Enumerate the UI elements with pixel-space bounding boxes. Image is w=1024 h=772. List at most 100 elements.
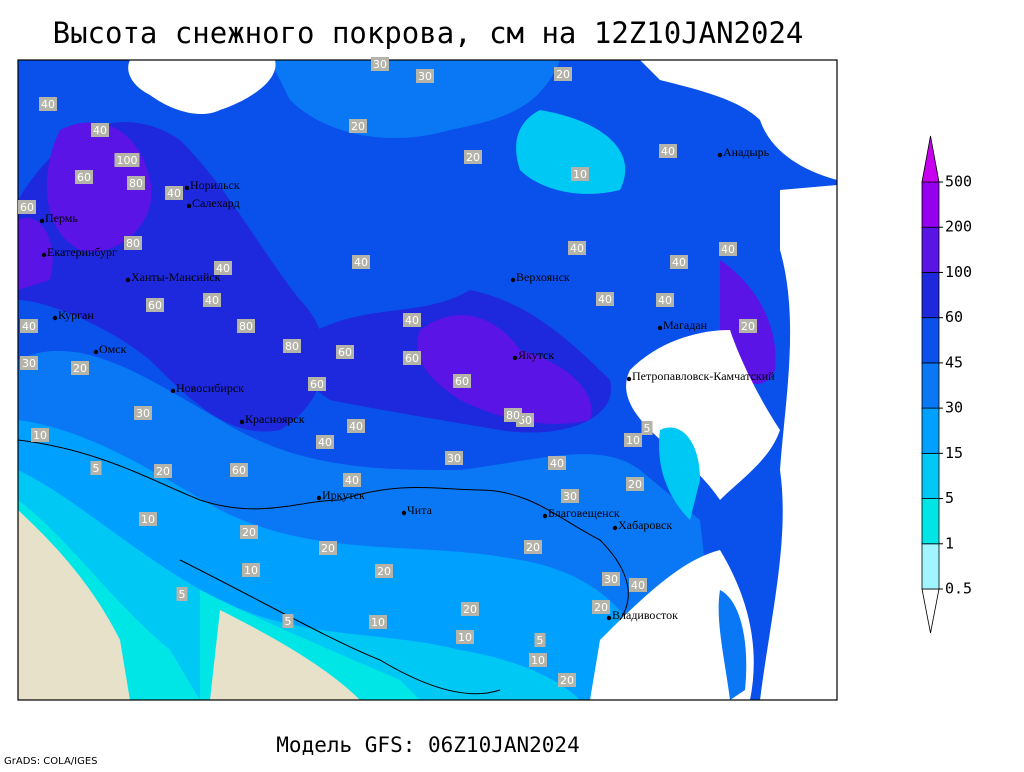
city-dot [626, 376, 632, 382]
contour-label: 40 [658, 294, 672, 307]
city-name: Омск [99, 342, 127, 356]
contour-label-box [629, 578, 647, 592]
contour-label-box [641, 421, 653, 435]
contour-label: 20 [466, 151, 480, 164]
city-name: Екатеринбург [47, 245, 117, 259]
legend-label: 0.5 [945, 580, 972, 598]
contour-label-box [124, 236, 142, 250]
contour-label-box [403, 313, 421, 327]
city-name: Верхоянск [516, 270, 570, 284]
contour-label-box [554, 67, 572, 81]
contour-label: 40 [349, 420, 363, 433]
contour-label: 80 [129, 177, 143, 190]
contour-label-box [548, 456, 566, 470]
ocean [640, 60, 837, 180]
contour-label: 20 [321, 542, 335, 555]
legend-label: 30 [945, 399, 963, 417]
contour-label: 40 [205, 294, 219, 307]
contour-label: 40 [721, 243, 735, 256]
contour-label-box [71, 361, 89, 375]
contour-label: 20 [628, 478, 642, 491]
contour-label: 40 [570, 242, 584, 255]
contour-label: 30 [136, 407, 150, 420]
contour-label: 40 [167, 187, 181, 200]
contour-label-box [369, 615, 387, 629]
legend-label: 5 [945, 489, 954, 507]
city-name: Новосибирск [176, 381, 244, 395]
city-name: Норильск [190, 178, 240, 192]
contour-label: 30 [373, 58, 387, 71]
contour-label: 100 [117, 154, 138, 167]
contour-label: 20 [351, 120, 365, 133]
contour-label-box [154, 464, 172, 478]
contour-label: 5 [644, 422, 651, 435]
contour-label: 20 [526, 541, 540, 554]
city-dot [512, 355, 518, 361]
border-line [18, 439, 629, 621]
legend-label: 200 [945, 218, 972, 236]
city-name: Салехард [192, 196, 240, 210]
city-dot [170, 388, 176, 394]
contour-label-box [283, 339, 301, 353]
contour-label: 40 [318, 436, 332, 449]
contour-label: 20 [560, 674, 574, 687]
contour-label-box [176, 587, 188, 601]
contour-label-box [240, 525, 258, 539]
contour-label-box [739, 319, 757, 333]
city-name: Владивосток [612, 608, 678, 622]
contour-label: 20 [73, 362, 87, 375]
contour-label-box [403, 351, 421, 365]
contour-label: 40 [598, 293, 612, 306]
contour-label: 60 [338, 346, 352, 359]
city-name: Ханты-Мансийск [131, 270, 221, 284]
contour-label-box [114, 153, 140, 167]
contour-label-box [670, 255, 688, 269]
bare-ground [18, 510, 360, 700]
contour-label-box [592, 600, 610, 614]
city-dot [52, 315, 58, 321]
contour-label-box [529, 653, 547, 667]
contour-label-box [230, 463, 248, 477]
contour-labels: 40 40 100 60 80 40 60 80 40 60 40 40 80 80 60 60 40 40 40 4… [18, 57, 757, 687]
city-dot [542, 513, 548, 519]
legend-label: 1 [945, 534, 954, 552]
city-name: Магадан [663, 318, 708, 332]
contour-label: 20 [594, 601, 608, 614]
coastal-snow [516, 110, 626, 194]
contour-label: 20 [556, 68, 570, 81]
legend-label: 500 [945, 173, 972, 191]
contour-label: 30 [447, 452, 461, 465]
legend-label: 60 [945, 308, 963, 326]
contour-label-box [203, 293, 221, 307]
contour-label: 80 [126, 237, 140, 250]
city-dot [41, 252, 47, 258]
legend-swatch [921, 317, 940, 364]
island [718, 590, 747, 700]
contour-label-box [453, 374, 471, 388]
contour-label-box [456, 630, 474, 644]
city-dot [510, 277, 516, 283]
contour-label-box [626, 477, 644, 491]
legend-swatch [921, 498, 940, 545]
city-name: Анадырь [723, 145, 770, 159]
contour-label-box [416, 69, 434, 83]
legend-swatch [921, 588, 940, 634]
coastal-snow [270, 60, 560, 139]
contour-label: 40 [345, 474, 359, 487]
contour-label-box [343, 473, 361, 487]
contour-label-box [596, 292, 614, 306]
contour-label-box [659, 144, 677, 158]
contour-label: 20 [156, 465, 170, 478]
contour-label-box [624, 433, 642, 447]
legend-swatch [921, 135, 940, 183]
island [659, 427, 700, 520]
contour-label-box [20, 356, 38, 370]
ocean [590, 550, 754, 700]
map-subtitle: Модель GFS: 06Z10JAN2024 [276, 733, 579, 757]
contour-label-box [656, 293, 674, 307]
contour-label-box [504, 408, 522, 422]
contour-label: 40 [354, 256, 368, 269]
contour-label-box [39, 97, 57, 111]
